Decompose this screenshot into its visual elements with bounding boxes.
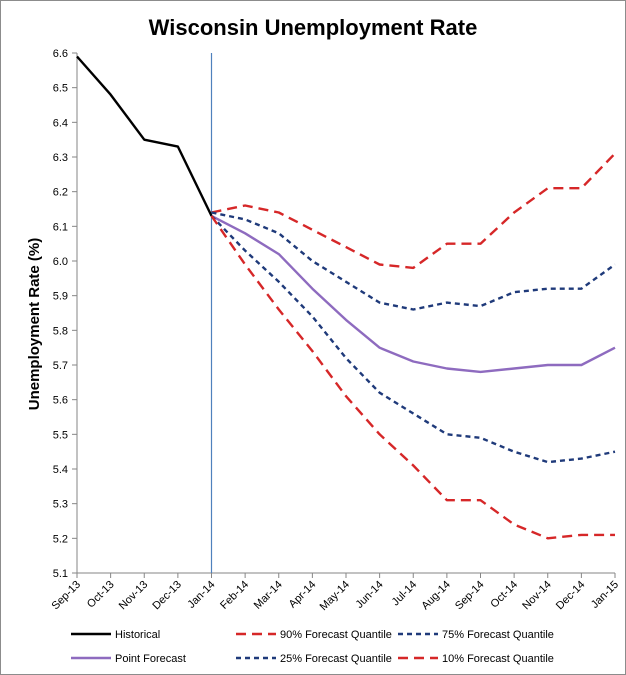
series-line-25-forecast-quantile [210, 215, 616, 464]
x-tick-label: Nov-13 [117, 579, 151, 613]
legend-label: Historical [115, 629, 160, 641]
y-tick-label: 6.6 [53, 48, 68, 60]
y-tick-label: 5.4 [53, 464, 68, 476]
legend-label: 90% Forecast Quantile [280, 629, 392, 641]
x-tick-label: Aug-14 [419, 579, 453, 613]
x-tick-label: Oct-13 [85, 579, 117, 611]
x-tick-label: Jun-14 [353, 579, 385, 611]
x-tick-label: Jul-14 [390, 579, 420, 609]
y-tick-label: 6.4 [53, 117, 68, 129]
x-tick-label: Dec-14 [554, 579, 588, 613]
series-line-75-forecast-quantile [211, 211, 616, 311]
y-tick-label: 6.3 [53, 152, 68, 164]
y-tick-label: 5.2 [53, 533, 68, 545]
x-tick-label: Apr-14 [287, 579, 319, 611]
y-tick-label: 5.7 [53, 360, 68, 372]
x-tick-label: Sep-14 [453, 579, 487, 613]
y-tick-label: 5.5 [53, 429, 68, 441]
y-tick-label: 5.8 [53, 325, 68, 337]
y-tick-label: 6.5 [53, 83, 68, 95]
x-tick-label: Oct-14 [488, 579, 520, 611]
y-tick-label: 5.6 [53, 395, 68, 407]
legend-label: 25% Forecast Quantile [280, 653, 392, 665]
y-axis-label: Unemployment Rate (%) [26, 238, 43, 411]
x-tick-label: Feb-14 [218, 579, 251, 612]
y-tick-label: 5.3 [53, 499, 68, 511]
x-tick-label: Sep-13 [50, 579, 84, 613]
legend-label: Point Forecast [115, 653, 186, 665]
series-line-10-forecast-quantile [210, 215, 615, 540]
y-tick-label: 6.2 [53, 187, 68, 199]
y-tick-label: 6.0 [53, 256, 68, 268]
legend-label: 10% Forecast Quantile [442, 653, 554, 665]
legend: Historical 90% Forecast Quantile 75% Forec… [71, 629, 554, 665]
tick-labels: 6.6 6.5 6.4 6.3 6.2 6.1 6.0 5.9 5.8 5.7 5.6 5.5 5.4 5… [50, 48, 622, 613]
x-tick-label: Jan-14 [185, 579, 217, 611]
series-line-historical [76, 55, 213, 217]
axes [72, 52, 616, 578]
series-lines [76, 55, 616, 540]
x-tick-label: May-14 [318, 579, 352, 613]
chart-title: Wisconsin Unemployment Rate [149, 15, 478, 40]
y-tick-label: 5.9 [53, 291, 68, 303]
series-line-point-forecast [210, 214, 616, 374]
x-tick-label: Jan-15 [589, 579, 621, 611]
y-tick-label: 6.1 [53, 221, 68, 233]
x-tick-label: Mar-14 [252, 579, 285, 612]
y-tick-label: 5.1 [53, 568, 68, 580]
x-tick-label: Dec-13 [150, 579, 184, 613]
series-line-90-forecast-quantile [211, 152, 616, 270]
legend-label: 75% Forecast Quantile [442, 629, 554, 641]
x-tick-label: Nov-14 [520, 579, 554, 613]
